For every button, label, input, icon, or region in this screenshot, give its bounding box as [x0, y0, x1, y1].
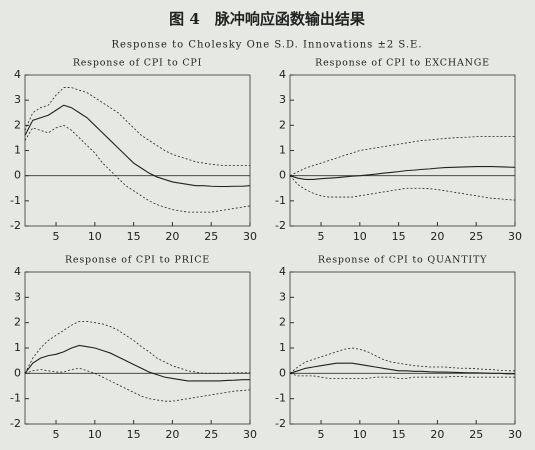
y-tick-label: 4 [279, 68, 286, 81]
y-tick-label: 1 [279, 341, 286, 354]
x-tick-label: 15 [127, 230, 141, 243]
x-tick-label: 20 [430, 428, 444, 441]
x-tick-label: 10 [353, 230, 367, 243]
y-tick-label: 3 [14, 290, 21, 303]
band-line [289, 175, 516, 201]
y-tick-label: 2 [14, 118, 21, 131]
y-tick-label: 0 [14, 366, 21, 379]
panel-title: Response of CPI to CPI [73, 58, 202, 69]
x-tick-label: 30 [243, 428, 257, 441]
x-tick-label: 5 [318, 428, 325, 441]
y-tick-label: 2 [279, 316, 286, 329]
y-tick-label: -1 [275, 392, 286, 405]
x-tick-label: 5 [53, 230, 60, 243]
x-tick-label: 5 [318, 230, 325, 243]
y-tick-label: 2 [279, 118, 286, 131]
y-tick-label: 4 [14, 68, 21, 81]
y-tick-label: 4 [14, 265, 21, 278]
x-tick-label: 30 [508, 428, 522, 441]
y-tick-label: 3 [14, 93, 21, 106]
y-tick-label: -2 [10, 219, 21, 232]
y-tick-label: 2 [14, 316, 21, 329]
x-tick-label: 30 [508, 230, 522, 243]
subtitle: Response to Cholesky One S.D. Innovation… [111, 40, 422, 51]
y-tick-label: 0 [279, 366, 286, 379]
x-tick-label: 15 [392, 230, 406, 243]
band-line [24, 87, 250, 166]
y-tick-label: 1 [14, 341, 21, 354]
response-line [24, 104, 251, 188]
y-tick-label: 3 [279, 93, 286, 106]
figure-title: 图 4 脉冲响应函数输出结果 [169, 10, 366, 28]
x-tick-label: 25 [204, 230, 218, 243]
x-tick-label: 25 [469, 230, 483, 243]
response-line [289, 166, 516, 180]
band-line [289, 136, 515, 177]
y-tick-label: -2 [275, 417, 286, 430]
x-tick-label: 20 [165, 230, 179, 243]
y-tick-label: -1 [275, 194, 286, 207]
y-tick-label: 3 [279, 290, 286, 303]
x-tick-label: 10 [353, 428, 367, 441]
band-line [24, 124, 251, 213]
x-tick-label: 30 [243, 230, 257, 243]
x-tick-label: 25 [469, 428, 483, 441]
x-tick-label: 10 [88, 230, 102, 243]
panel-title: Response of CPI to EXCHANGE [315, 58, 490, 69]
x-tick-label: 10 [88, 428, 102, 441]
y-tick-label: 1 [14, 144, 21, 157]
x-tick-label: 25 [204, 428, 218, 441]
band-line [24, 321, 251, 374]
response-line [289, 362, 515, 375]
y-tick-label: -2 [275, 219, 286, 232]
panel-title: Response of CPI to QUANTITY [318, 255, 487, 266]
y-tick-label: 0 [14, 169, 21, 182]
y-tick-label: 4 [279, 265, 286, 278]
x-tick-label: 20 [165, 428, 179, 441]
y-tick-label: 0 [279, 169, 286, 182]
band-line [289, 372, 515, 379]
x-tick-label: 15 [127, 428, 141, 441]
panel-title: Response of CPI to PRICE [65, 255, 210, 266]
x-tick-label: 15 [392, 428, 406, 441]
y-tick-label: 1 [279, 144, 286, 157]
y-tick-label: -1 [10, 194, 21, 207]
y-tick-label: -1 [10, 392, 21, 405]
response-line [24, 344, 250, 382]
band-line [289, 347, 515, 374]
x-tick-label: 5 [53, 428, 60, 441]
x-tick-label: 20 [430, 230, 444, 243]
y-tick-label: -2 [10, 417, 21, 430]
